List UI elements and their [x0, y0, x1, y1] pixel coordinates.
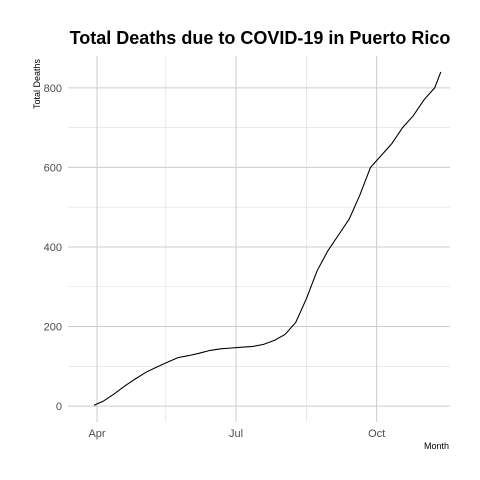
y-axis-label: Total Deaths: [32, 58, 42, 109]
tick-labels: 0 200 400 600 800 Apr Jul Oct: [44, 83, 386, 440]
x-tick-label: Apr: [88, 428, 105, 440]
grid: [68, 56, 450, 422]
x-tick-label: Jul: [229, 428, 243, 440]
y-tick-label: 800: [44, 83, 62, 95]
chart-title: Total Deaths due to COVID-19 in Puerto R…: [70, 28, 451, 48]
y-tick-label: 400: [44, 242, 62, 254]
y-tick-label: 200: [44, 322, 62, 334]
y-tick-label: 600: [44, 162, 62, 174]
x-axis-label: Month: [424, 441, 449, 451]
x-tick-label: Oct: [368, 428, 385, 440]
y-tick-label: 0: [56, 401, 62, 413]
series-line: [93, 71, 442, 406]
